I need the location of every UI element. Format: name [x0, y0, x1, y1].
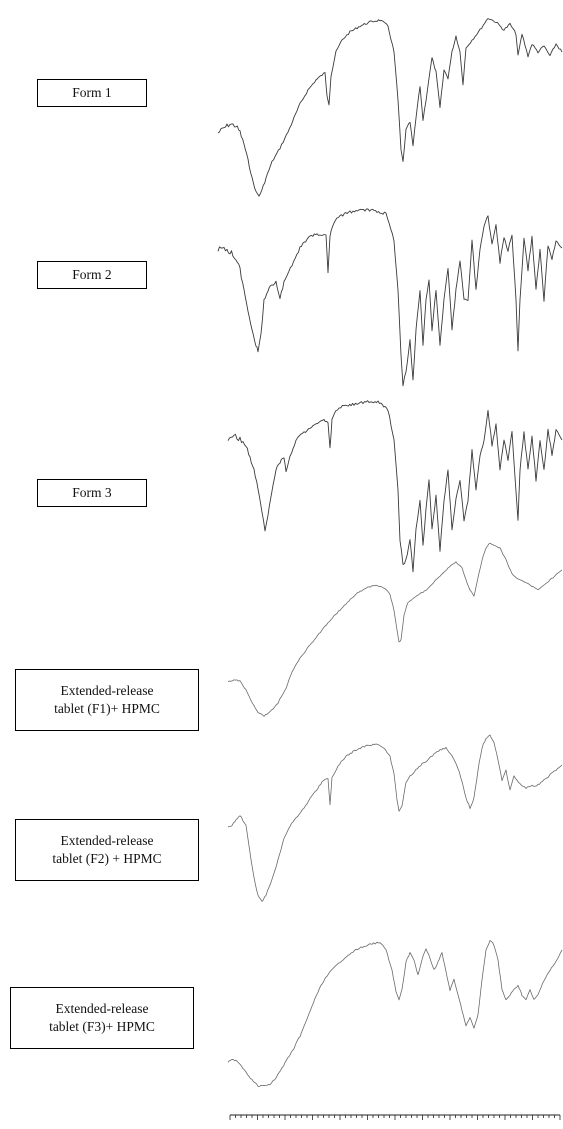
spectrum-label-form-3: Form 3: [37, 479, 147, 507]
label-line: Form 2: [72, 267, 112, 282]
label-line-1: Extended-release: [60, 683, 154, 698]
x-axis: [229, 1114, 561, 1120]
spectrum-trace-tablet-f1: [227, 542, 563, 717]
label-line: Form 1: [72, 85, 112, 100]
spectrum-trace-tablet-f3: [227, 940, 563, 1087]
spectrum-trace-form-3: [227, 400, 563, 573]
label-line-1: Extended-release: [60, 833, 154, 848]
spectrum-label-form-2: Form 2: [37, 261, 147, 289]
spectrum-label-tablet-f2: Extended-release tablet (F2) + HPMC: [15, 819, 199, 881]
label-line-1: Extended-release: [55, 1001, 149, 1016]
spectrum-trace-tablet-f2: [227, 734, 563, 902]
spectrum-label-form-1: Form 1: [37, 79, 147, 107]
label-line-2: tablet (F1)+ HPMC: [54, 701, 160, 716]
spectrum-label-tablet-f1: Extended-release tablet (F1)+ HPMC: [15, 669, 199, 731]
spectra-traces: [217, 18, 563, 1087]
label-line-2: tablet (F2) + HPMC: [52, 851, 162, 866]
spectrum-label-tablet-f3: Extended-release tablet (F3)+ HPMC: [10, 987, 194, 1049]
label-line-2: tablet (F3)+ HPMC: [49, 1019, 155, 1034]
spectrum-trace-form-2: [217, 208, 563, 387]
spectrum-trace-form-1: [217, 18, 563, 197]
label-line: Form 3: [72, 485, 112, 500]
